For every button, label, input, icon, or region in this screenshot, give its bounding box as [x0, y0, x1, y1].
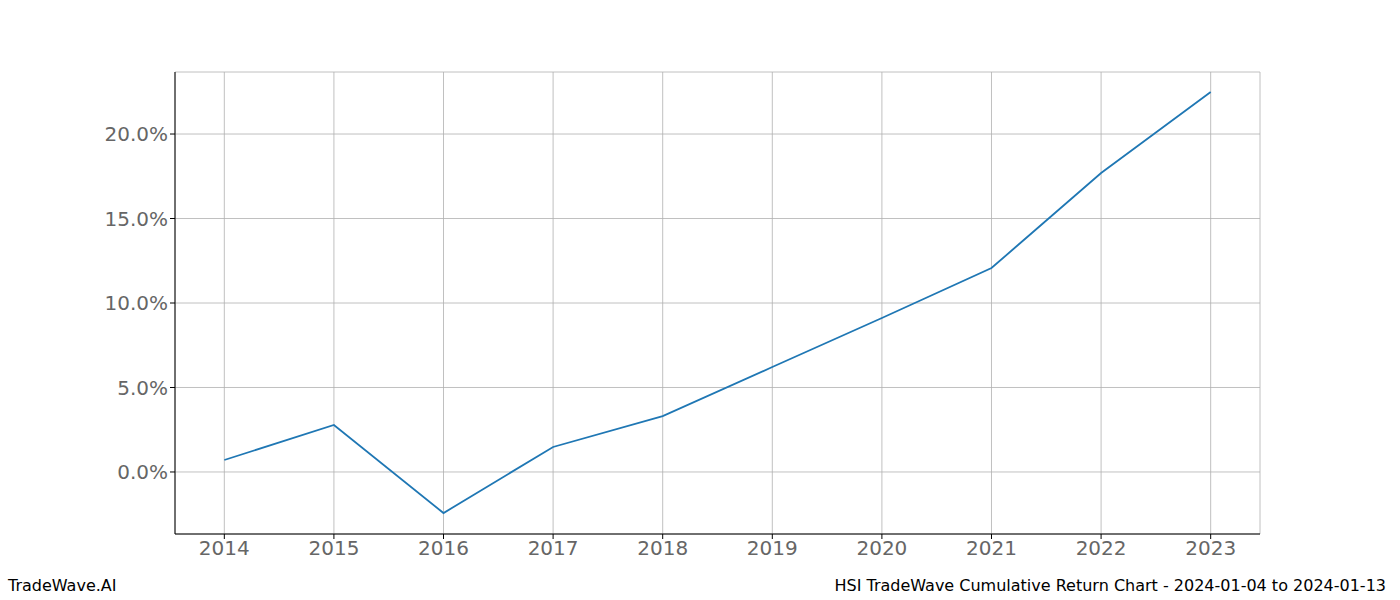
svg-text:2017: 2017 — [528, 536, 579, 560]
svg-text:2014: 2014 — [199, 536, 250, 560]
svg-text:2016: 2016 — [418, 536, 469, 560]
svg-text:20.0%: 20.0% — [104, 122, 168, 146]
svg-text:15.0%: 15.0% — [104, 207, 168, 231]
svg-text:2019: 2019 — [747, 536, 798, 560]
svg-text:10.0%: 10.0% — [104, 291, 168, 315]
svg-text:2021: 2021 — [966, 536, 1017, 560]
svg-text:2020: 2020 — [856, 536, 907, 560]
svg-text:2018: 2018 — [637, 536, 688, 560]
html-text:HSI TradeWave Cumulative Retur: HSI TradeWave Cumulative Return Chart - … — [834, 576, 1386, 595]
svg-text:2022: 2022 — [1076, 536, 1127, 560]
svg-text:2015: 2015 — [308, 536, 359, 560]
html-text:TradeWave.AI: TradeWave.AI — [8, 576, 117, 595]
svg-text:0.0%: 0.0% — [117, 460, 168, 484]
svg-text:5.0%: 5.0% — [117, 376, 168, 400]
svg-text:2023: 2023 — [1185, 536, 1236, 560]
